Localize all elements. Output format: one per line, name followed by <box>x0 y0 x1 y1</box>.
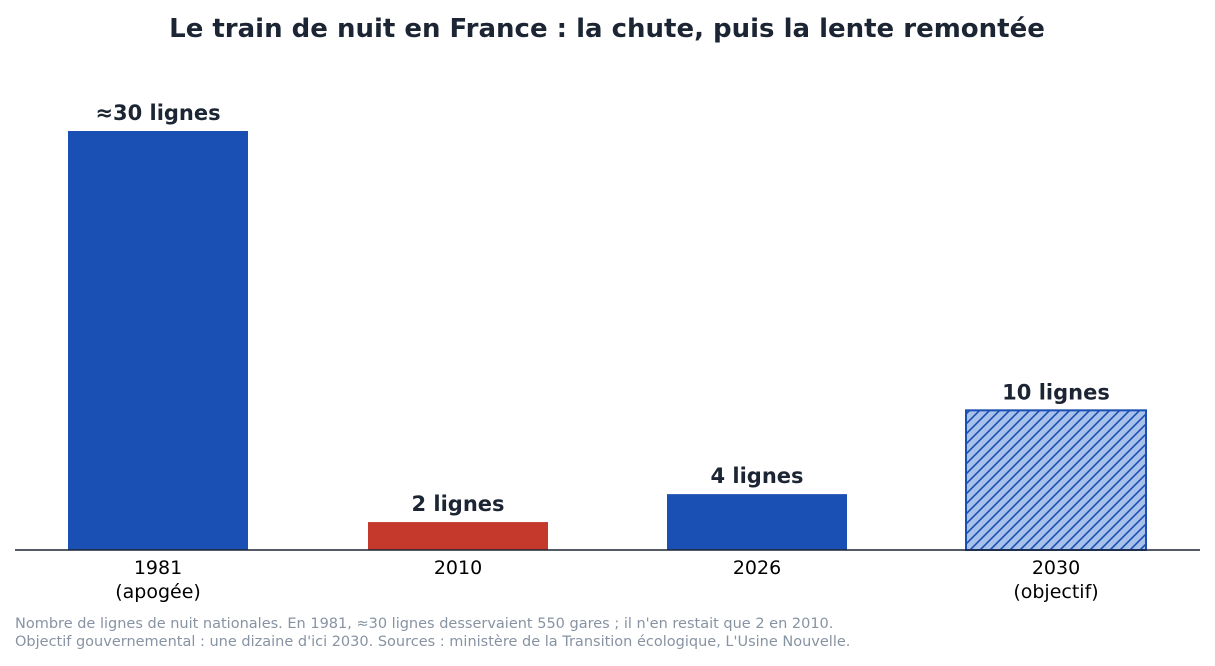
data-label-2030: 10 lignes <box>1002 380 1110 404</box>
x-tick-sublabel-2030: (objectif) <box>1013 581 1098 603</box>
bar-1981 <box>68 131 248 550</box>
footnote-line-2: Objectif gouvernemental : une dizaine d'… <box>15 634 851 650</box>
bar-2030 <box>965 409 1147 552</box>
data-label-2026: 4 lignes <box>710 464 803 488</box>
chart-title: Le train de nuit en France : la chute, p… <box>169 14 1045 44</box>
bars-group <box>68 131 1147 552</box>
chart-footnote: Nombre de lignes de nuit nationales. En … <box>15 615 850 651</box>
data-label-1981: ≈30 lignes <box>95 101 220 125</box>
data-label-2010: 2 lignes <box>411 492 504 516</box>
labels-group: ≈30 lignes 1981(apogée) 2 lignes 2010 4 lign… <box>95 101 1109 603</box>
x-tick-sublabel-1981: (apogée) <box>115 581 201 603</box>
bar-2010 <box>368 522 548 550</box>
footnote-line-1: Nombre de lignes de nuit nationales. En … <box>15 616 834 632</box>
bar-2026 <box>667 494 847 550</box>
x-tick-label-2030: 2030 <box>1032 557 1080 579</box>
x-tick-label-1981: 1981 <box>134 557 182 579</box>
x-tick-label-2026: 2026 <box>733 557 781 579</box>
x-tick-label-2010: 2010 <box>434 557 482 579</box>
